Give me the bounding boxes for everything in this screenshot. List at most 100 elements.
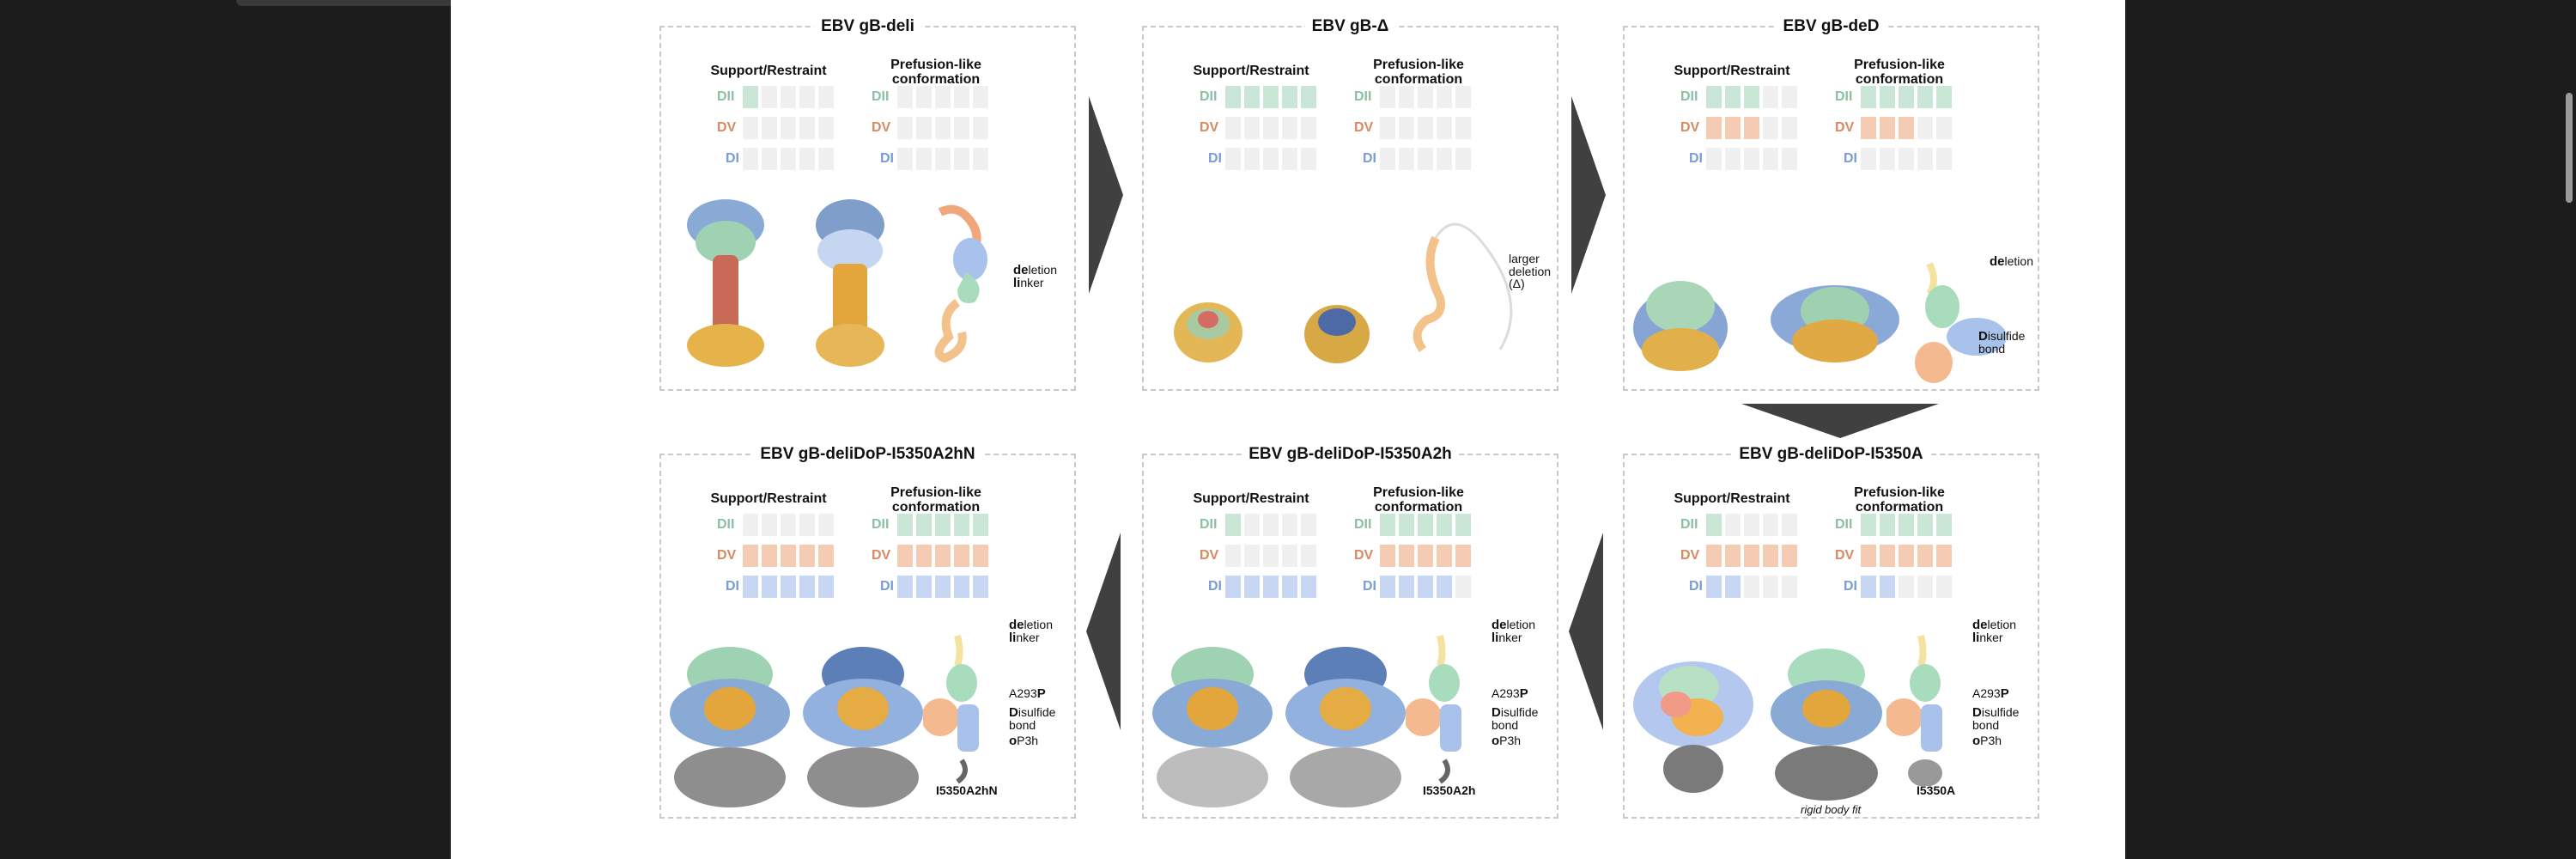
domain-cell <box>1301 576 1316 598</box>
support-cells-dii <box>743 514 834 536</box>
domain-cell <box>1244 86 1260 108</box>
domain-cell <box>916 514 932 536</box>
row-label-dv: DV <box>872 120 891 135</box>
domain-cell <box>762 148 777 170</box>
domain-cell <box>1744 86 1759 108</box>
scrollbar-track[interactable] <box>2564 0 2576 859</box>
support-cells-dii <box>1706 514 1797 536</box>
domain-cell <box>1763 545 1778 567</box>
annotation-disulfide-bond: Disulfide bond <box>1972 705 2020 732</box>
row-label-di: DI <box>1363 579 1376 594</box>
domain-cell <box>973 514 988 536</box>
domain-cell <box>1725 514 1741 536</box>
group-prefusion-title: Prefusion-like conformation <box>890 58 981 87</box>
prefusion-cells-dv <box>897 117 988 139</box>
cryoem-density-left <box>1152 647 1273 807</box>
domain-cell <box>935 117 951 139</box>
domain-cell <box>1399 545 1414 567</box>
domain-cell <box>1782 545 1797 567</box>
support-cells-dv <box>1225 545 1316 567</box>
domain-cell <box>1282 545 1297 567</box>
domain-cell <box>1225 148 1241 170</box>
figure-page: EBV gB-deli Support/Restraint Prefusion-… <box>451 0 2125 859</box>
support-cells-dii <box>1225 86 1316 108</box>
domain-cell <box>1744 576 1759 598</box>
domain-cell <box>1744 148 1759 170</box>
group-support-title: Support/Restraint <box>1674 491 1790 506</box>
domain-cell <box>1936 545 1952 567</box>
domain-cartoon <box>1406 635 1461 784</box>
annotation-disulfide-bond: Disulfide bond <box>1492 705 1539 732</box>
domain-cell <box>818 117 834 139</box>
group-prefusion-title: Prefusion-like conformation <box>890 485 981 515</box>
row-label-dii: DII <box>872 517 890 532</box>
domain-cell <box>954 117 969 139</box>
domain-cell <box>1899 86 1914 108</box>
domain-cell <box>1437 514 1452 536</box>
domain-cell <box>1437 148 1452 170</box>
domain-cell <box>916 545 932 567</box>
prefusion-cells-di <box>897 576 988 598</box>
domain-cell <box>916 117 932 139</box>
group-prefusion-title: Prefusion-like conformation <box>1854 58 1945 87</box>
domain-cell <box>1225 86 1241 108</box>
domain-cell <box>1782 576 1797 598</box>
domain-cell <box>1263 545 1279 567</box>
scrollbar-thumb[interactable] <box>2566 93 2573 203</box>
domain-cell <box>1399 148 1414 170</box>
domain-cell <box>1455 86 1471 108</box>
annotation-linker: linker <box>1492 631 1522 645</box>
domain-cell <box>935 148 951 170</box>
domain-cell <box>897 576 913 598</box>
domain-cell <box>1861 514 1876 536</box>
domain-cell <box>1880 576 1895 598</box>
flow-arrow-left-icon <box>1569 533 1603 730</box>
support-cells-di <box>1225 148 1316 170</box>
row-label-di: DI <box>1363 151 1376 166</box>
group-support-title: Support/Restraint <box>1193 64 1309 78</box>
row-label-dii: DII <box>1835 89 1853 104</box>
domain-cell <box>1706 576 1722 598</box>
prefusion-cells-dv <box>1861 545 1952 567</box>
domain-cell <box>897 148 913 170</box>
domain-cartoon <box>1886 635 1942 786</box>
domain-cartoon <box>1413 222 1513 352</box>
panel-title: EBV gB-deliDoP-I5350A2h <box>1242 445 1459 463</box>
domain-cell <box>1725 117 1741 139</box>
domain-cell <box>1782 117 1797 139</box>
annotation-a293p: A293P <box>1009 686 1046 701</box>
domain-cell <box>1899 514 1914 536</box>
prefusion-cells-dv <box>1380 545 1471 567</box>
domain-cell <box>781 545 796 567</box>
annotation-linker: linker <box>1009 631 1040 645</box>
cryoem-density-right <box>803 647 923 807</box>
domain-cell <box>1455 545 1471 567</box>
domain-cell <box>1418 576 1433 598</box>
domain-cell <box>799 576 815 598</box>
support-cells-di <box>1706 148 1797 170</box>
row-label-dii: DII <box>1680 517 1698 532</box>
domain-cell <box>1380 117 1395 139</box>
domain-cell <box>1418 148 1433 170</box>
domain-cell <box>1263 117 1279 139</box>
prefusion-cells-di <box>1861 148 1952 170</box>
domain-cell <box>1880 148 1895 170</box>
domain-cell <box>1917 545 1933 567</box>
cryoem-density-left <box>1633 281 1728 371</box>
row-label-dv: DV <box>1835 548 1855 563</box>
domain-cell <box>1899 545 1914 567</box>
group-prefusion-title: Prefusion-like conformation <box>1373 58 1464 87</box>
domain-cell <box>1455 514 1471 536</box>
support-cells-dii <box>1225 514 1316 536</box>
row-label-di: DI <box>1208 151 1222 166</box>
domain-cell <box>1917 148 1933 170</box>
domain-cell <box>1725 576 1741 598</box>
domain-cell <box>1301 545 1316 567</box>
domain-cell <box>1706 86 1722 108</box>
domain-cell <box>1437 576 1452 598</box>
panel-delta: EBV gB-Δ Support/Restraint Prefusion-lik… <box>1142 17 1558 391</box>
panel-title: EBV gB-deliDoP-I5350A <box>1732 445 1930 463</box>
domain-cell <box>1936 576 1952 598</box>
support-cells-dv <box>1706 117 1797 139</box>
prefusion-cells-di <box>1380 576 1471 598</box>
